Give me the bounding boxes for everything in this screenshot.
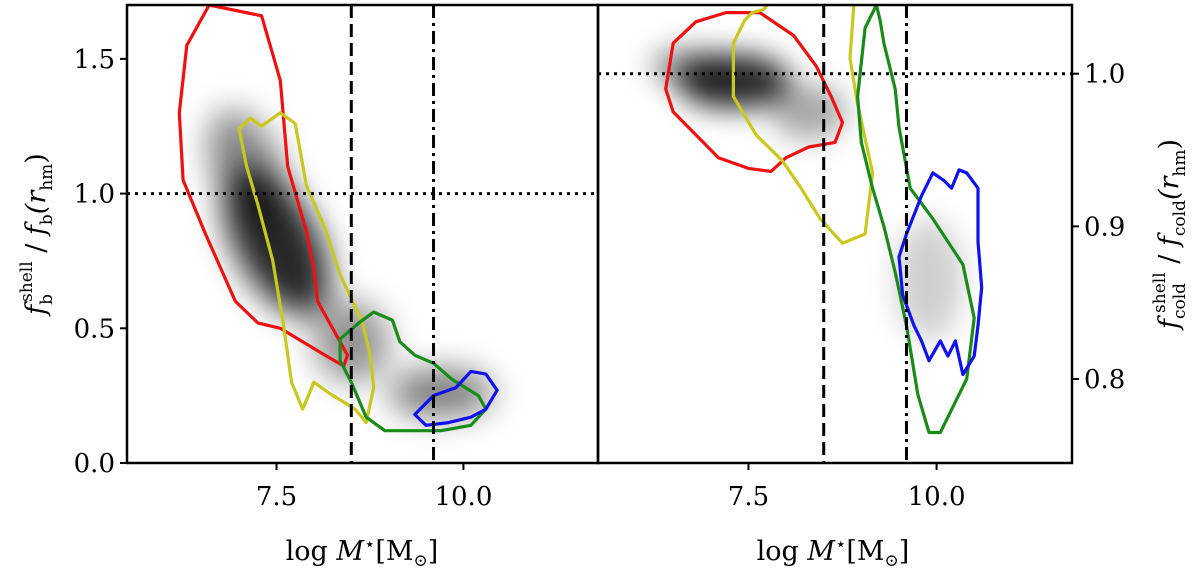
left-contour-green	[338, 310, 488, 433]
left-contour-red	[177, 5, 350, 368]
left-contour-yellow	[237, 111, 376, 425]
right-x-axis-label: log M⋆[M⊙]	[757, 534, 910, 571]
right-contour-red	[664, 11, 845, 173]
right-reference-lines	[598, 5, 1072, 463]
right-x-tick-label: 7.5	[728, 482, 769, 512]
right-ticks: 7.5 10.0 0.8 0.9 1.0	[728, 60, 1126, 512]
right-contours	[664, 5, 984, 435]
left-reference-lines	[127, 5, 598, 463]
left-x-tick-label: 10.0	[434, 482, 492, 512]
right-panel: 7.5 10.0 0.8 0.9 1.0 log M⋆[M⊙] fcoldshell /…	[596, 3, 1190, 571]
right-density-blob	[650, 47, 726, 85]
right-contour-yellow	[731, 5, 875, 245]
right-x-tick-label: 10.0	[908, 482, 966, 512]
right-y-tick-label: 1.0	[1084, 60, 1125, 90]
left-axes-frame	[125, 3, 600, 465]
left-y-tick-label: 0.5	[74, 314, 115, 344]
left-contours	[177, 5, 499, 433]
left-ticks: 7.5 10.0 0.0 0.5 1.0 1.5	[74, 45, 493, 512]
right-y-tick-label: 0.9	[1084, 212, 1125, 242]
left-contour-blue	[413, 369, 499, 427]
left-panel: 7.5 10.0 0.0 0.5 1.0 1.5 log M⋆[M⊙] fbshell /…	[17, 3, 600, 571]
left-y-tick-label: 1.0	[74, 180, 115, 210]
left-y-tick-label: 1.5	[74, 45, 115, 75]
right-contour-blue	[897, 168, 984, 377]
left-y-axis-label: fbshell / fb(rhm)	[17, 153, 57, 317]
left-x-axis-label: log M⋆[M⊙]	[286, 534, 439, 571]
left-y-tick-label: 0.0	[74, 449, 115, 479]
right-axes-frame	[596, 3, 1074, 465]
left-x-tick-label: 7.5	[256, 482, 297, 512]
right-y-tick-label: 0.8	[1084, 365, 1125, 395]
right-density-blob	[771, 84, 847, 140]
right-density-blob	[895, 218, 963, 341]
right-y-axis-label: fcoldshell / fcold(rhm)	[1150, 139, 1190, 331]
right-contour-green	[856, 5, 976, 435]
